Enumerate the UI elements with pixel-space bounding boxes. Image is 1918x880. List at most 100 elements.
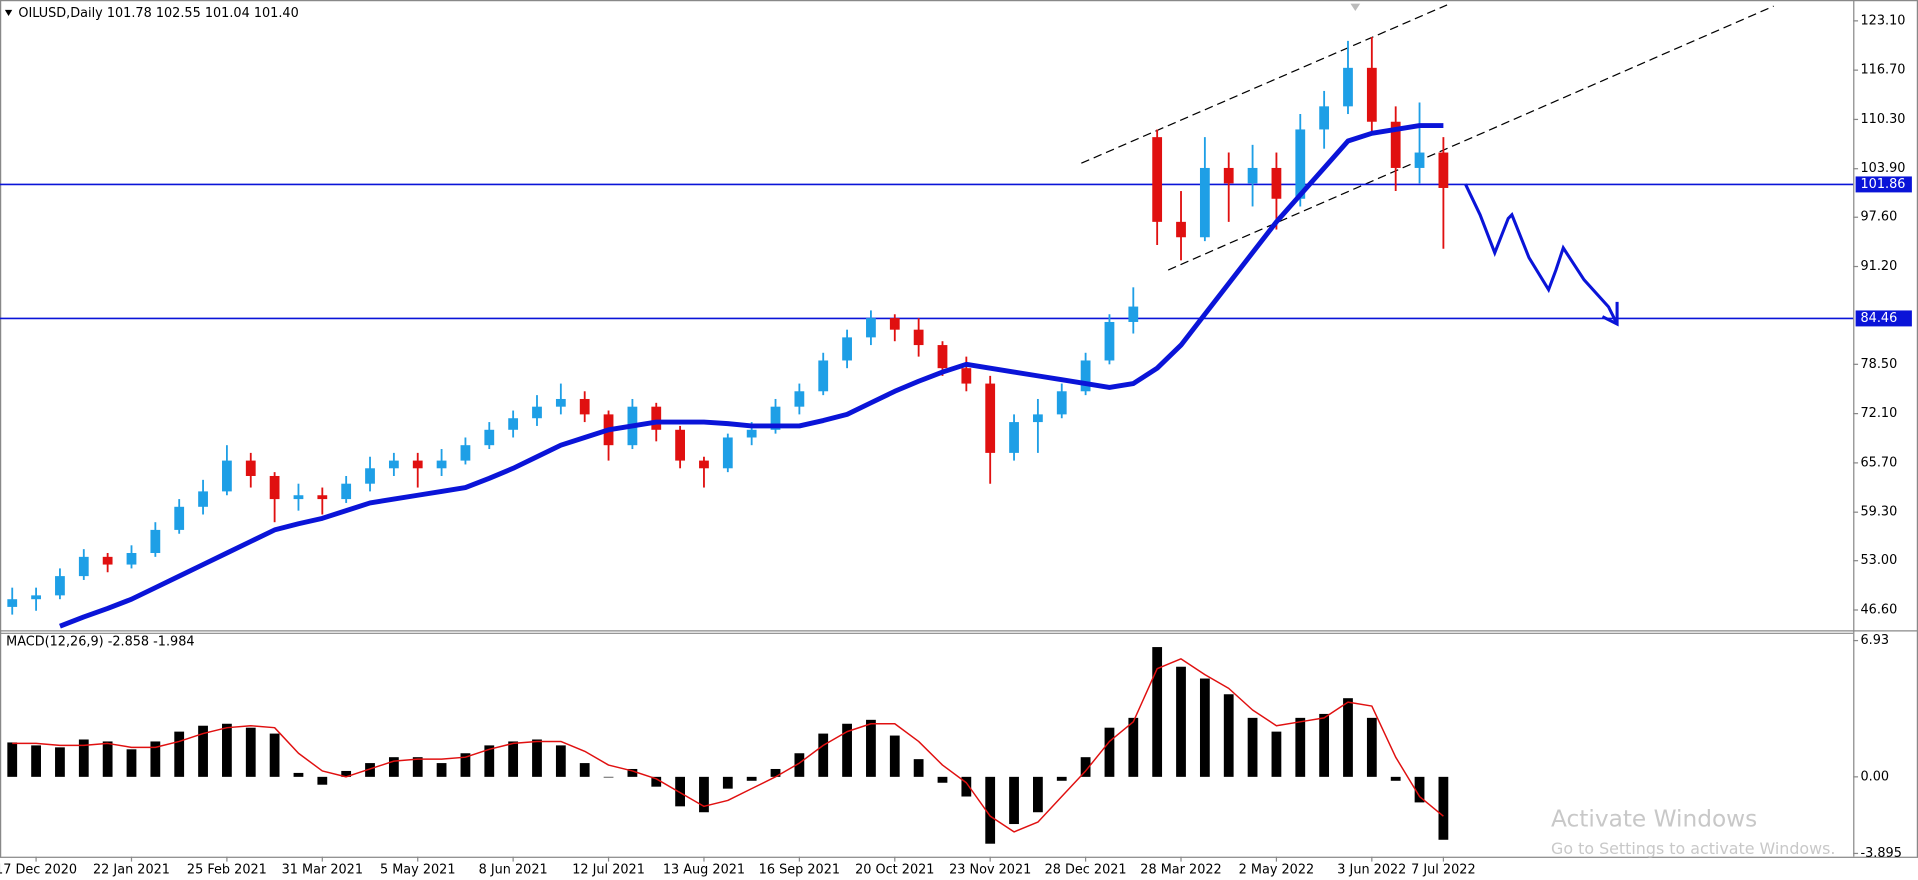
candle-body — [388, 460, 399, 469]
x-tick-label: 25 Feb 2021 — [187, 863, 267, 878]
histogram-bar — [269, 733, 280, 777]
candle-body — [269, 475, 280, 500]
candle-body — [1366, 67, 1377, 122]
x-tick-label: 13 Aug 2021 — [663, 863, 745, 878]
signal-line — [12, 658, 1444, 833]
histogram-bar — [365, 763, 375, 777]
candle-body — [794, 391, 805, 407]
candle-body — [436, 460, 447, 469]
x-tick-label: 5 May 2021 — [380, 863, 456, 878]
candle-body — [1033, 414, 1043, 423]
histogram-bar — [675, 776, 685, 807]
histogram-bar — [341, 770, 352, 777]
candle-body — [1176, 221, 1186, 238]
histogram-bar — [1176, 666, 1186, 777]
candle-body — [866, 318, 876, 338]
histogram-bar — [866, 719, 876, 777]
candle-body — [889, 318, 900, 330]
histogram-bar — [78, 739, 89, 777]
histogram-bar — [913, 759, 924, 777]
histogram-bar — [436, 763, 447, 777]
histogram-bar — [150, 741, 161, 777]
histogram-bar — [651, 776, 662, 787]
candle-body — [126, 553, 137, 565]
histogram-bar — [293, 772, 304, 777]
candle-body — [555, 398, 566, 407]
y-tick-label: 53.00 — [1861, 553, 1898, 568]
watermark-subtitle: Go to Settings to activate Windows. — [1551, 839, 1835, 858]
histogram-bar — [126, 749, 137, 777]
histogram-bar — [985, 776, 996, 844]
candle-body — [1223, 167, 1234, 184]
histogram-bar — [1438, 776, 1449, 840]
histogram-bar — [1009, 776, 1019, 825]
x-tick-label: 31 Mar 2021 — [282, 863, 363, 878]
histogram-bar — [1366, 717, 1377, 777]
histogram-bar — [31, 745, 41, 777]
histogram-bar — [484, 745, 495, 777]
candle-body — [961, 368, 972, 384]
candle-body — [1128, 306, 1139, 322]
histogram-bar — [1223, 694, 1234, 777]
candle-body — [1104, 321, 1115, 361]
histogram-bar — [102, 741, 113, 777]
histogram-bar — [603, 776, 614, 778]
histogram-bar — [746, 776, 757, 781]
x-tick-label: 7 Jul 2022 — [1411, 863, 1476, 878]
histogram-bar — [1033, 776, 1043, 813]
histogram-bar — [579, 763, 590, 777]
histogram-bar — [1343, 698, 1353, 777]
histogram-bar — [460, 753, 471, 777]
candle-body — [722, 437, 733, 469]
candle-body — [1247, 167, 1258, 184]
x-tick-label: 22 Jan 2021 — [93, 863, 170, 878]
candle-body — [1414, 152, 1425, 168]
x-tick-label: 28 Mar 2022 — [1140, 863, 1221, 878]
candle-body — [985, 383, 996, 453]
candle-body — [1438, 152, 1449, 188]
y-tick-label: 65.70 — [1861, 455, 1898, 470]
candle-body — [198, 491, 208, 507]
menu-arrow[interactable] — [4, 9, 13, 16]
histogram-bar — [1128, 717, 1139, 777]
candle-body — [1271, 167, 1282, 199]
y-tick-label: 78.50 — [1861, 357, 1898, 372]
histogram-bar — [1080, 757, 1091, 777]
candle-body — [937, 345, 948, 369]
histogram-bar — [1247, 717, 1258, 777]
level-label-box — [1855, 310, 1912, 327]
y-tick-label: 72.10 — [1861, 406, 1898, 421]
candle-body — [1056, 391, 1067, 415]
candle-body — [293, 495, 304, 500]
candle-body — [532, 406, 542, 419]
candle-body — [150, 529, 161, 554]
candle-body — [675, 429, 685, 461]
candle-body — [55, 576, 65, 596]
x-tick-label: 3 Jun 2022 — [1337, 863, 1406, 878]
chart-title: OILUSD,Daily 101.78 102.55 101.04 101.40 — [18, 6, 298, 21]
histogram-bar — [794, 753, 805, 777]
histogram-bar — [55, 747, 65, 777]
trend-line — [1167, 5, 1774, 271]
candle-body — [1390, 121, 1401, 168]
histogram-bar — [532, 739, 542, 777]
marker — [1350, 3, 1361, 12]
x-tick-label: 28 Dec 2021 — [1045, 863, 1127, 878]
candle-body — [818, 360, 829, 392]
histogram-bar — [508, 741, 519, 777]
y-tick-label: 97.60 — [1861, 210, 1898, 225]
histogram-bar — [699, 776, 709, 813]
histogram-bar — [889, 735, 900, 777]
x-tick-label: 20 Oct 2021 — [855, 863, 934, 878]
histogram-bar — [627, 768, 638, 777]
histogram-bar — [555, 745, 566, 777]
candle-body — [842, 337, 852, 361]
candle-body — [1080, 360, 1091, 392]
indicator-title: MACD(12,26,9) -2.858 -1.984 — [6, 634, 194, 649]
x-tick-label: 17 Dec 2020 — [0, 863, 77, 878]
histogram-bar — [770, 768, 781, 777]
candle-body — [460, 445, 471, 461]
y-tick-label: 46.60 — [1861, 602, 1898, 617]
